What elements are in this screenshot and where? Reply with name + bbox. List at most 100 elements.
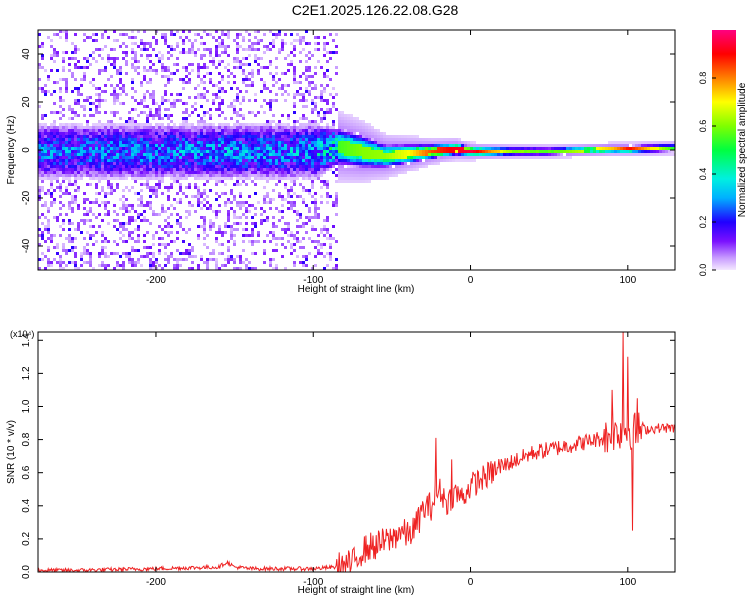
spectrogram-cell	[74, 123, 77, 126]
spectrogram-cell	[179, 99, 182, 102]
spectrogram-cell	[98, 135, 101, 138]
spectrogram-cell	[443, 141, 446, 144]
spectrogram-cell	[221, 75, 224, 78]
spectrogram-cell	[86, 147, 89, 150]
spectrogram-cell	[395, 174, 398, 177]
spectrogram-cell	[317, 252, 320, 255]
spectrogram-cell	[272, 225, 275, 228]
spectrogram-cell	[155, 195, 158, 198]
spectrogram-cell	[101, 132, 104, 135]
spectrogram-cell	[152, 63, 155, 66]
spectrogram-cell	[143, 210, 146, 213]
spectrogram-cell	[131, 261, 134, 264]
spectrogram-cell	[311, 54, 314, 57]
spectrogram-cell	[191, 165, 194, 168]
spectrogram-cell	[161, 210, 164, 213]
spectrogram-cell	[404, 144, 407, 147]
spectrogram-cell	[173, 264, 176, 267]
spectrogram-cell	[368, 162, 371, 165]
spectrogram-cell	[293, 249, 296, 252]
spectrogram-cell	[353, 162, 356, 165]
spectrogram-cell	[134, 90, 137, 93]
spectrogram-cell	[161, 267, 164, 270]
spectrogram-cell	[206, 153, 209, 156]
spectrogram-cell	[341, 126, 344, 129]
spectrogram-cell	[53, 171, 56, 174]
spectrogram-cell	[41, 138, 44, 141]
spectrogram-cell	[401, 156, 404, 159]
spectrogram-cell	[173, 147, 176, 150]
spectrogram-cell	[83, 39, 86, 42]
spectrogram-cell	[143, 171, 146, 174]
spectrogram-cell	[113, 57, 116, 60]
spectrogram-cell	[422, 144, 425, 147]
spectrogram-cell	[101, 168, 104, 171]
spectrogram-cell	[287, 159, 290, 162]
spectrogram-cell	[101, 156, 104, 159]
spectrogram-cell	[41, 231, 44, 234]
spectrogram-cell	[239, 126, 242, 129]
spectrogram-cell	[638, 147, 641, 150]
spectrogram-cell	[137, 174, 140, 177]
spectrogram-cell	[122, 42, 125, 45]
spectrogram-cell	[59, 156, 62, 159]
spectrogram-cell	[227, 63, 230, 66]
spectrogram-cell	[152, 186, 155, 189]
spectrogram-cell	[44, 150, 47, 153]
spectrogram-cell	[401, 150, 404, 153]
spectrogram-cell	[461, 150, 464, 153]
spectrogram-cell	[314, 228, 317, 231]
spectrogram-cell	[377, 177, 380, 180]
spectrogram-cell	[245, 183, 248, 186]
spectrogram-cell	[326, 129, 329, 132]
spectrogram-cell	[305, 144, 308, 147]
spectrogram-cell	[230, 234, 233, 237]
spectrogram-cell	[236, 42, 239, 45]
spectrogram-cell	[134, 132, 137, 135]
spectrogram-cell	[104, 264, 107, 267]
spectrogram-cell	[215, 153, 218, 156]
spectrogram-cell	[80, 177, 83, 180]
spectrogram-cell	[140, 102, 143, 105]
spectrogram-cell	[362, 165, 365, 168]
spectrogram-cell	[344, 117, 347, 120]
spectrogram-cell	[56, 174, 59, 177]
spectrogram-cell	[59, 255, 62, 258]
spectrogram-cell	[167, 132, 170, 135]
spectrogram-cell	[137, 237, 140, 240]
spectrogram-cell	[248, 54, 251, 57]
spectrogram-cell	[275, 129, 278, 132]
spectrogram-cell	[425, 153, 428, 156]
spectrogram-cell	[287, 93, 290, 96]
spectrogram-cell	[167, 159, 170, 162]
spectrogram-cell	[44, 216, 47, 219]
spectrogram-cell	[554, 144, 557, 147]
spectrogram-cell	[194, 147, 197, 150]
spectrogram-cell	[317, 234, 320, 237]
spectrogram-cell	[74, 228, 77, 231]
spectrogram-cell	[140, 264, 143, 267]
spectrogram-cell	[44, 240, 47, 243]
spectrogram-cell	[266, 195, 269, 198]
spectrogram-cell	[410, 165, 413, 168]
spectrogram-cell	[149, 141, 152, 144]
spectrogram-cell	[116, 57, 119, 60]
spectrogram-cell	[245, 177, 248, 180]
spectrogram-cell	[314, 135, 317, 138]
spectrogram-cell	[143, 48, 146, 51]
spectrogram-cell	[182, 147, 185, 150]
spectrogram-cell	[56, 141, 59, 144]
spectrogram-cell	[509, 156, 512, 159]
spectrogram-cell	[596, 150, 599, 153]
spectrogram-cell	[257, 123, 260, 126]
spectrogram-cell	[347, 165, 350, 168]
spectrogram-cell	[155, 114, 158, 117]
spectrogram-cell	[233, 75, 236, 78]
spectrogram-cell	[185, 102, 188, 105]
spectrogram-cell	[131, 171, 134, 174]
spectrogram-cell	[83, 192, 86, 195]
spectrogram-cell	[245, 126, 248, 129]
spectrogram-cell	[158, 159, 161, 162]
spectrogram-cell	[254, 126, 257, 129]
spectrogram-cell	[197, 174, 200, 177]
